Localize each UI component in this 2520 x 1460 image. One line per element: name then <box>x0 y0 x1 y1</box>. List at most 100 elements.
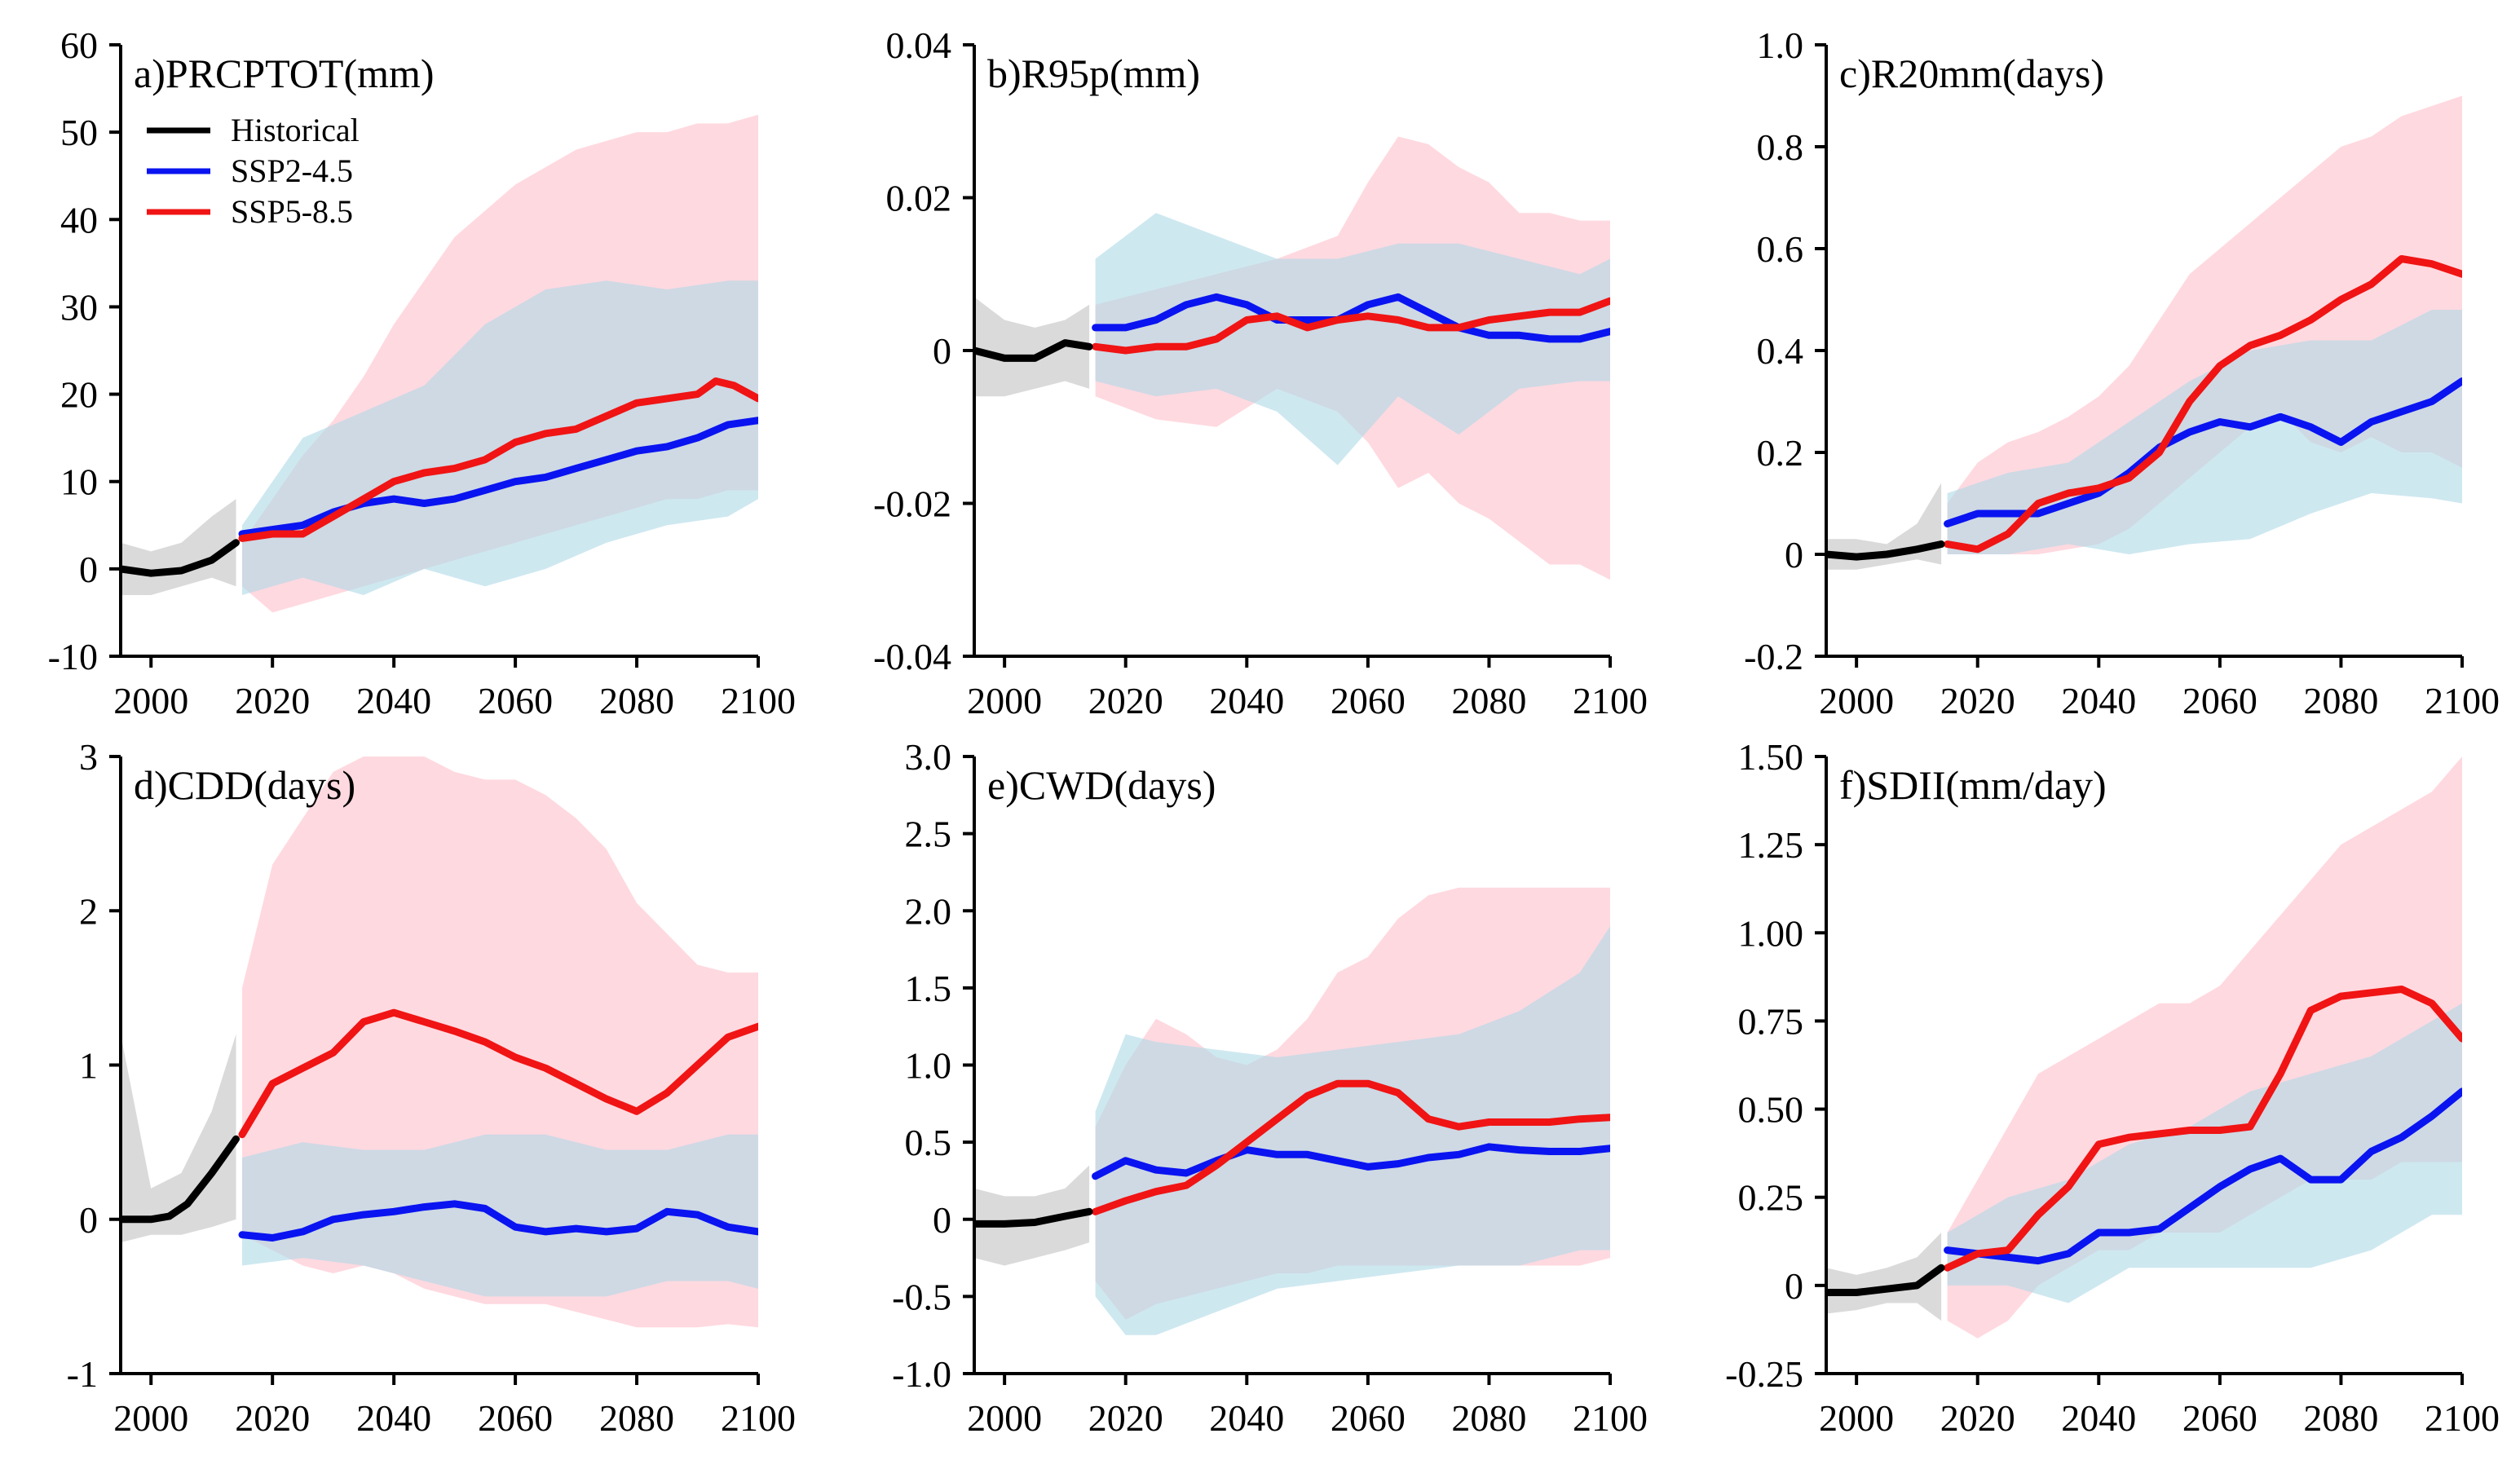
x-tick-label-e: 2100 <box>1573 1397 1648 1439</box>
band-ssp245-f <box>1947 1003 2462 1303</box>
y-tick-label-c: 1.0 <box>1757 24 1804 66</box>
band-historical-e <box>974 1165 1090 1266</box>
y-tick-label-f: 1.50 <box>1738 736 1804 778</box>
x-tick-label-f: 2040 <box>2061 1397 2136 1439</box>
x-tick-label-a: 2000 <box>113 680 188 721</box>
x-tick-label-e: 2060 <box>1331 1397 1406 1439</box>
y-tick-label-c: -0.2 <box>1744 636 1803 677</box>
band-ssp245-b <box>1095 213 1610 465</box>
plot-area-b <box>974 136 1610 580</box>
band-ssp245-e <box>1095 926 1610 1335</box>
y-tick-label-f: 0.25 <box>1738 1177 1804 1219</box>
x-tick-label-d: 2040 <box>356 1397 431 1439</box>
legend-label: Historical <box>231 112 360 148</box>
y-tick-label-a: 20 <box>60 374 98 416</box>
band-historical-a <box>121 499 236 595</box>
x-tick-label-f: 2080 <box>2303 1397 2378 1439</box>
line-ssp585-d <box>238 1008 758 1139</box>
y-tick-label-c: 0.6 <box>1757 228 1804 270</box>
line-ssp245-e <box>1092 1143 1610 1180</box>
x-tick-label-a: 2060 <box>478 680 553 721</box>
panel-a: -10 0 10 20 30 40 50 60 2000 2020 2040 2060 2080 2100… <box>48 24 796 721</box>
y-tick-label-e: 1.0 <box>905 1045 952 1087</box>
legend-label: SSP5-8.5 <box>231 193 353 230</box>
y-tick-label-e: 2.0 <box>905 890 952 932</box>
y-tick-label-c: 0.8 <box>1757 126 1804 168</box>
x-tick-label-b: 2040 <box>1209 680 1284 721</box>
panel-d: -1 0 1 2 3 2000 2020 2040 2060 2080 2100 d)CDD(days… <box>67 736 796 1439</box>
panel-e: -1.0 -0.5 0 0.5 1.0 1.5 2.0 2.5 3.0 2000 2020 2040 2… <box>892 736 1648 1439</box>
plot-area-a <box>121 114 758 613</box>
y-tick-label-b: 0.02 <box>886 178 952 219</box>
y-tick-label-a: -10 <box>48 636 98 677</box>
line-historical-a <box>121 539 240 577</box>
line-historical-f <box>1826 1264 1945 1296</box>
panel-b: -0.04 -0.02 0 0.02 0.04 2000 2020 2040 2060 2080 2… <box>873 24 1648 721</box>
x-tick-label-a: 2100 <box>721 680 796 721</box>
x-tick-label-a: 2080 <box>599 680 674 721</box>
line-ssp585-f <box>1944 986 2462 1272</box>
y-tick-label-c: 0 <box>1785 534 1803 576</box>
y-tick-label-b: 0.04 <box>886 24 952 66</box>
line-ssp245-d <box>238 1200 758 1242</box>
y-tick-label-a: 40 <box>60 199 98 240</box>
line-ssp585-b <box>1092 297 1610 355</box>
line-ssp245-a <box>238 417 758 538</box>
y-tick-label-d: 3 <box>79 736 98 778</box>
x-tick-label-e: 2040 <box>1209 1397 1284 1439</box>
line-ssp585-c <box>1944 255 2462 554</box>
y-tick-label-c: 0.2 <box>1757 432 1804 474</box>
x-tick-label-f: 2000 <box>1819 1397 1894 1439</box>
x-tick-label-b: 2100 <box>1573 680 1648 721</box>
x-tick-label-c: 2080 <box>2303 680 2378 721</box>
y-tick-label-b: 0 <box>933 330 951 372</box>
x-tick-label-c: 2020 <box>1940 680 2015 721</box>
x-tick-label-b: 2000 <box>967 680 1042 721</box>
y-tick-label-c: 0.4 <box>1757 330 1804 372</box>
y-tick-label-e: 0.5 <box>905 1122 952 1163</box>
panel-c: -0.2 0 0.2 0.4 0.6 0.8 1.0 2000 2020 2040 2060 2080… <box>1744 24 2500 721</box>
y-tick-label-e: 1.5 <box>905 968 952 1009</box>
x-tick-label-e: 2020 <box>1088 1397 1163 1439</box>
y-tick-label-d: 0 <box>79 1199 98 1241</box>
y-tick-label-b: -0.02 <box>873 483 951 525</box>
x-tick-label-c: 2000 <box>1819 680 1894 721</box>
y-tick-label-f: 0 <box>1785 1265 1803 1307</box>
plot-area-e <box>974 887 1610 1335</box>
x-tick-label-c: 2040 <box>2061 680 2136 721</box>
x-tick-label-d: 2020 <box>235 1397 310 1439</box>
plot-area-f <box>1826 756 2462 1339</box>
y-tick-label-e: 3.0 <box>905 736 952 778</box>
line-historical-d <box>121 1135 240 1224</box>
x-tick-label-c: 2100 <box>2425 680 2500 721</box>
y-tick-label-e: 2.5 <box>905 814 952 855</box>
x-tick-label-d: 2080 <box>599 1397 674 1439</box>
line-ssp245-b <box>1092 293 1610 343</box>
x-tick-label-d: 2100 <box>721 1397 796 1439</box>
y-tick-label-e: 0 <box>933 1199 951 1241</box>
y-tick-label-a: 60 <box>60 24 98 66</box>
y-tick-label-a: 50 <box>60 112 98 153</box>
y-tick-label-e: -0.5 <box>892 1276 951 1317</box>
legend-label: SSP2-4.5 <box>231 152 353 189</box>
y-tick-label-f: -0.25 <box>1725 1353 1803 1395</box>
y-tick-label-e: -1.0 <box>892 1353 951 1395</box>
panel-title-b: b)R95p(mm) <box>987 51 1200 96</box>
y-tick-label-b: -0.04 <box>873 636 951 677</box>
panel-title-d: d)CDD(days) <box>134 762 355 808</box>
x-tick-label-a: 2040 <box>356 680 431 721</box>
x-tick-label-d: 2060 <box>478 1397 553 1439</box>
panel-title-c: c)R20mm(days) <box>1839 51 2104 96</box>
y-tick-label-d: -1 <box>67 1353 98 1395</box>
x-tick-label-b: 2080 <box>1451 680 1526 721</box>
x-tick-label-f: 2020 <box>1940 1397 2015 1439</box>
x-tick-label-f: 2100 <box>2425 1397 2500 1439</box>
x-tick-label-d: 2000 <box>113 1397 188 1439</box>
line-ssp245-f <box>1944 1087 2462 1265</box>
x-tick-label-c: 2060 <box>2182 680 2257 721</box>
band-historical-d <box>121 1034 236 1243</box>
band-ssp245-a <box>242 280 758 595</box>
panel-title-f: f)SDII(mm/day) <box>1839 762 2107 808</box>
x-tick-label-b: 2020 <box>1088 680 1163 721</box>
legend: Historical SSP2-4.5 SSP5-8.5 <box>147 112 360 230</box>
